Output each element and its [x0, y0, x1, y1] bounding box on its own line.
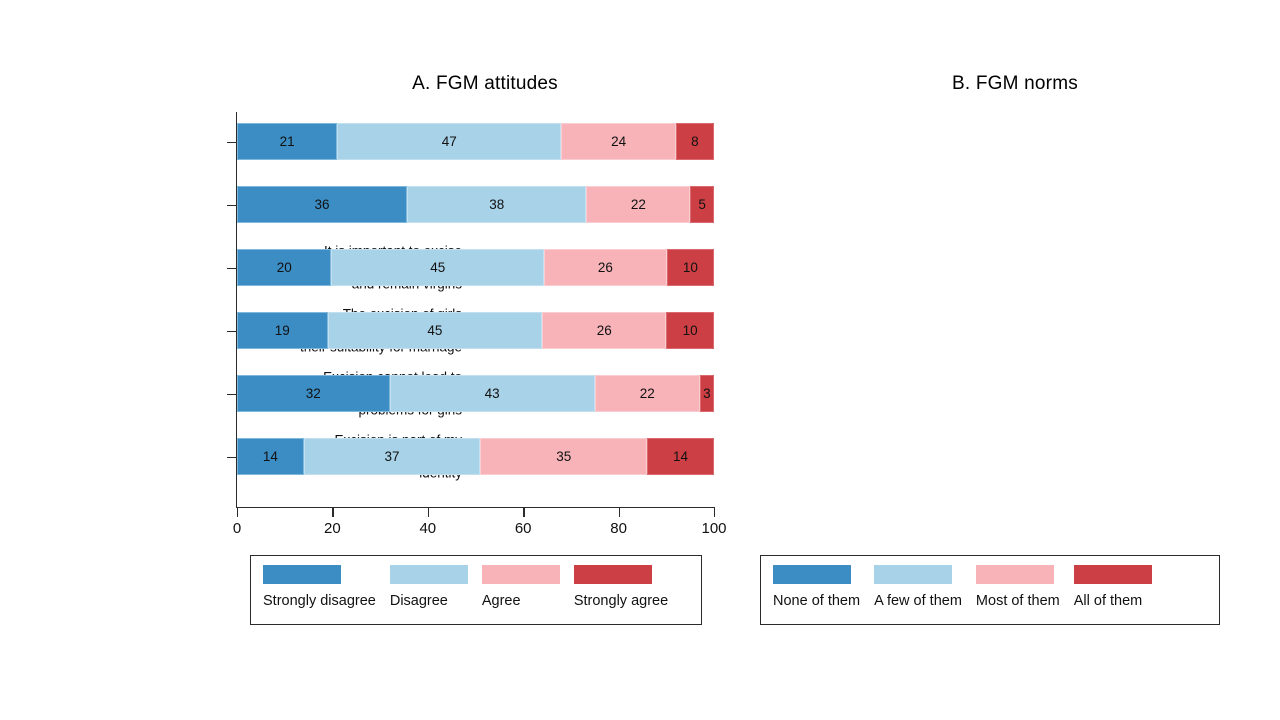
y-axis-tick	[227, 141, 236, 143]
legend-label: All of them	[1073, 593, 1143, 609]
legend-item: Strongly agree	[573, 565, 669, 609]
bar-segment: 38	[407, 186, 587, 223]
bar-segment: 35	[480, 438, 648, 475]
x-axis-tick	[332, 508, 334, 517]
legend-item: All of them	[1073, 565, 1152, 609]
legend-item: A few of them	[874, 565, 962, 609]
panel-b-title: B. FGM norms	[952, 73, 1078, 94]
stacked-bar-row: 20 45 26 10	[237, 249, 714, 286]
bar-segment: 43	[389, 375, 595, 412]
bar-segment: 22	[594, 375, 700, 412]
bar-segment: 5	[690, 186, 714, 223]
y-axis-tick	[227, 204, 236, 206]
bar-segment: 26	[542, 312, 667, 349]
x-axis-tick-label: 60	[514, 520, 532, 537]
x-axis-tick-label: 80	[610, 520, 627, 537]
x-axis-tick-label: 40	[419, 520, 437, 537]
bar-segment: 47	[337, 123, 562, 160]
y-axis-tick	[227, 393, 236, 395]
panel-a-title: A. FGM attitudes	[412, 73, 558, 94]
legend-color-swatch	[481, 565, 560, 584]
stacked-bar-row: 19 45 26 10	[237, 312, 714, 349]
x-axis-line-a	[236, 507, 715, 509]
legend-label: Disagree	[389, 593, 448, 609]
bar-segment: 22	[586, 186, 691, 223]
x-axis-tick	[714, 508, 716, 517]
legend-color-swatch	[263, 565, 341, 584]
legend-color-swatch	[773, 565, 851, 584]
legend-item: Most of them	[975, 565, 1060, 609]
bar-segment: 20	[237, 249, 332, 286]
x-axis-tick-label: 0	[232, 520, 242, 537]
bar-segment: 36	[237, 186, 408, 223]
bar-segment: 37	[303, 438, 481, 475]
panel-fgm-attitudes: A. FGM attitudes The practice of excisin…	[227, 73, 727, 537]
plot-area-a: The practice of excising girls is requir…	[227, 112, 727, 537]
x-axis-tick	[523, 508, 525, 517]
legend-label: Strongly disagree	[263, 593, 376, 609]
bar-segment: 21	[237, 123, 338, 160]
bar-segment: 45	[327, 312, 543, 349]
legend-color-swatch	[573, 565, 652, 584]
x-axis-tick	[618, 508, 620, 517]
x-axis-tick-label: 20	[324, 520, 341, 537]
stacked-bar-row: 36 38 22 5	[237, 186, 714, 223]
bar-segment: 32	[237, 375, 390, 412]
x-axis-tick	[237, 508, 239, 517]
panel-fgm-norms: B. FGM norms 234727428422812045314204630…	[730, 0, 1280, 720]
legend-panel-a: Strongly disagree Disagree Agree Strongly a…	[250, 555, 702, 625]
x-axis-tick	[427, 508, 430, 517]
legend-item: Disagree	[389, 565, 468, 609]
legend-color-swatch	[975, 565, 1054, 584]
x-axis-tick-label: 100	[701, 520, 727, 537]
bar-segment: 10	[666, 249, 714, 286]
stacked-bar-row: 14 37 35 14	[237, 438, 714, 475]
legend-panel-b: None of them A few of them Most of them All…	[760, 555, 1220, 625]
legend-color-swatch	[874, 565, 953, 584]
y-axis-tick	[227, 330, 236, 332]
bar-segment: 10	[666, 312, 714, 349]
legend-item: Strongly disagree	[263, 565, 376, 609]
legend-label: Most of them	[975, 593, 1060, 609]
legend-item: Agree	[481, 565, 560, 609]
bar-segment: 3	[699, 375, 714, 412]
legend-label: Agree	[481, 593, 521, 609]
bar-segment: 26	[543, 249, 667, 286]
stacked-bar-row: 32 43 22 3	[237, 375, 714, 412]
bar-segment: 8	[675, 123, 714, 160]
legend-color-swatch	[1073, 565, 1152, 584]
bar-segment: 14	[237, 438, 304, 475]
legend-label: A few of them	[874, 593, 962, 609]
y-axis-line-a	[236, 112, 238, 507]
bar-segment: 45	[331, 249, 544, 286]
y-axis-tick	[227, 456, 236, 458]
bar-segment: 14	[647, 438, 714, 475]
bar-segment: 19	[237, 312, 328, 349]
legend-label: None of them	[773, 593, 861, 609]
bar-segment: 24	[561, 123, 676, 160]
legend-color-swatch	[389, 565, 468, 584]
stacked-bar-row: 21 47 24 8	[237, 123, 714, 160]
legend-label: Strongly agree	[573, 593, 669, 609]
y-axis-tick	[227, 267, 236, 269]
legend-item: None of them	[773, 565, 860, 609]
